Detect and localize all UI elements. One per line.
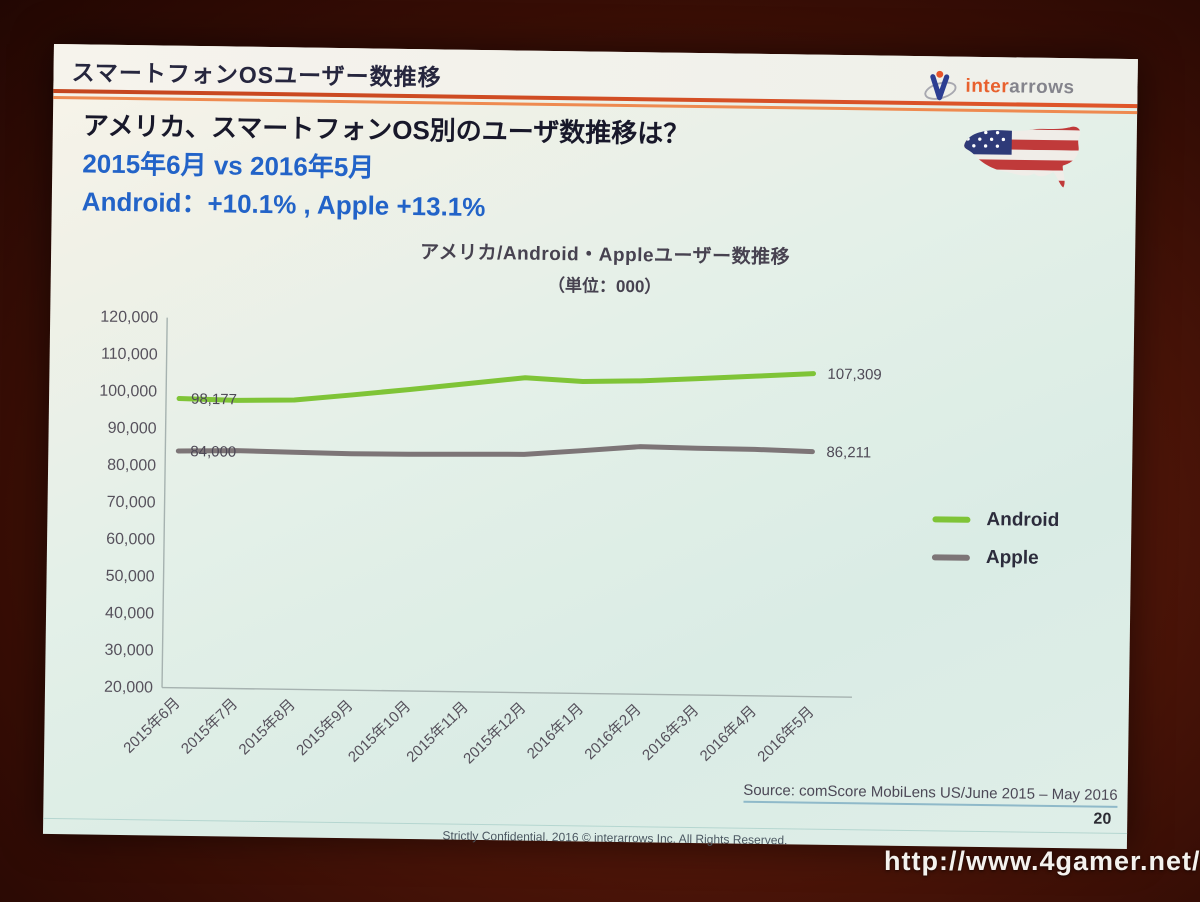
y-axis-tick-label: 60,000 [106,531,155,549]
y-axis-tick-label: 80,000 [107,457,156,475]
y-axis [161,317,168,688]
apple-first-value-label: 84,000 [190,443,236,461]
watermark-url: http://www.4gamer.net/ [884,846,1200,876]
legend-item-apple: Apple [931,546,1059,570]
slide: スマートフォンOSユーザー数推移 interarrows アメリカ、スマートフォ… [42,44,1138,850]
slide-header-title: スマートフォンOSユーザー数推移 [71,59,442,91]
x-axis-tick-label: 2015年6月 [120,695,183,757]
android-series-line [176,371,817,403]
x-axis-tick-label: 2016年1月 [524,700,587,762]
y-axis-tick-label: 70,000 [107,494,156,512]
page-number: 20 [1093,810,1112,828]
y-axis-tick-labels: 120,000 110,000 100,000 90,000 80,000 70,000 6… [99,309,158,697]
chart-title: アメリカ/Android・Appleユーザー数推移 [419,242,791,269]
line-chart: 120,000 110,000 100,000 90,000 80,000 70,000 6… [93,297,900,813]
headline: アメリカ、スマートフォンOS別のユーザ数推移は？ 2015年6月 vs 2016… [82,106,690,228]
logo-text-arrows: arrows [1009,76,1075,99]
us-flag-map-icon [957,119,1088,201]
legend-label-android: Android [986,509,1060,532]
android-last-value-label: 107,309 [827,366,881,384]
chart-legend: Android Apple [931,508,1059,586]
android-first-value-label: 98,177 [191,391,237,409]
interarrows-logo: interarrows [921,68,1075,106]
y-axis-tick-label: 50,000 [106,568,155,586]
legend-swatch-apple [931,554,970,561]
chart-subtitle: （単位：000） [547,275,662,297]
legend-label-apple: Apple [985,547,1039,569]
x-axis-tick-labels: 2015年6月2015年7月2015年8月2015年9月2015年10月2015… [120,695,817,768]
x-axis-tick-label: 2015年7月 [178,695,241,757]
y-axis-tick-label: 110,000 [101,346,158,364]
y-axis-tick-label: 20,000 [104,679,153,697]
logo-text-inter: inter [965,75,1010,98]
y-axis-tick-label: 40,000 [105,605,154,623]
x-axis-tick-label: 2015年8月 [236,696,299,758]
apple-series-line [175,444,815,457]
y-axis-tick-label: 30,000 [104,642,153,660]
x-axis-tick-label: 2015年9月 [293,697,356,759]
y-axis-tick-label: 90,000 [108,420,157,438]
x-axis-tick-label: 2016年3月 [639,702,702,764]
headline-line3: Android：+10.1% , Apple +13.1% [81,186,486,223]
interarrows-logo-icon [924,70,957,101]
y-axis-tick-label: 100,000 [99,383,157,401]
legend-item-android: Android [932,508,1059,532]
interarrows-logo-text: interarrows [965,76,1074,100]
x-axis-tick-label: 2016年5月 [754,703,817,765]
x-axis-tick-label: 2016年4月 [697,703,760,765]
y-axis-tick-label: 120,000 [100,309,158,327]
x-axis [162,686,852,698]
apple-last-value-label: 86,211 [826,444,871,462]
x-axis-tick-label: 2016年2月 [581,701,644,763]
legend-swatch-android [932,516,971,523]
slide-header: スマートフォンOSユーザー数推移 interarrows [53,44,1138,106]
